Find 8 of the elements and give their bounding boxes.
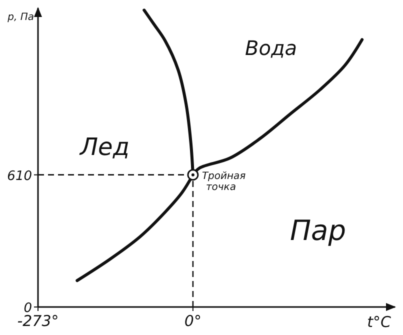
annotation: Вода (245, 36, 298, 60)
y-tick-label: 610 (7, 168, 32, 184)
annotation: Лед (79, 133, 130, 161)
annotation: Тройная точка (202, 170, 246, 193)
x-axis-title: t°C (367, 313, 392, 331)
y-axis-title: p, Па (6, 12, 34, 23)
annotation: Пар (290, 214, 346, 247)
x-tick-label: 0° (184, 312, 202, 330)
